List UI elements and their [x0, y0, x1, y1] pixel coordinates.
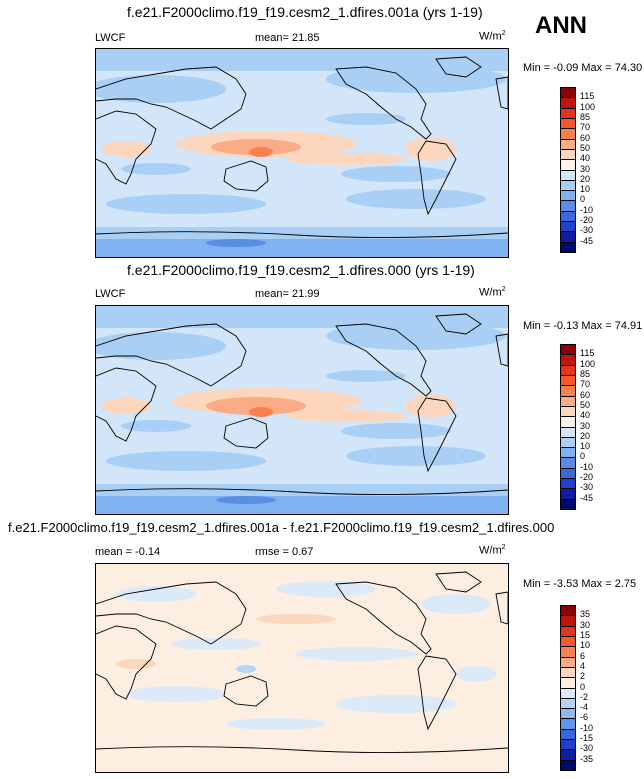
panel-1-title: f.e21.F2000climo.f19_f19.cesm2_1.dfires.…: [127, 4, 483, 20]
colorbar-tick-label: -30: [580, 743, 594, 754]
panel-1-variable-label: LWCF: [95, 32, 126, 44]
colorbar-tick-label: -4: [580, 702, 589, 713]
colorbar-tick-label: 100: [580, 358, 596, 369]
panel-2-units: W/m2: [479, 286, 506, 299]
colorbar-tick-label: 0: [580, 681, 586, 692]
panel-2-map: [95, 305, 509, 515]
colorbar-tick-label: 85: [580, 111, 591, 122]
colorbar-tick-label: 2: [580, 671, 586, 682]
colorbar-tick-label: -30: [580, 482, 594, 493]
colorbar-tick-label: 0: [580, 194, 586, 205]
colorbar-tick-label: -45: [580, 235, 594, 246]
panel-3-colorbar: 35 30 15 10 6 4 2 0 -2 -4 -6 -10 -15 -30 -35: [560, 605, 620, 771]
panel-3-map: [95, 563, 509, 773]
colorbar-tick-label: 115: [580, 91, 595, 102]
panel-2-title: f.e21.F2000climo.f19_f19.cesm2_1.dfires.…: [127, 262, 475, 278]
colorbar-tick-label: -10: [580, 204, 594, 215]
colorbar-tick-label: 30: [580, 619, 591, 630]
colorbar-tick-label: -15: [580, 733, 594, 744]
panel-3-title: f.e21.F2000climo.f19_f19.cesm2_1.dfires.…: [8, 520, 555, 535]
colorbar-tick-label: 4: [580, 660, 586, 671]
panel-2-minmax: Min = -0.13 Max = 74.91: [523, 320, 643, 332]
panel-3-mean-label: mean = -0.14: [95, 546, 161, 558]
colorbar-tick-label: 70: [580, 122, 591, 133]
colorbar-tick-label: 115: [580, 348, 595, 359]
colorbar-tick-label: -20: [580, 215, 594, 226]
colorbar-tick-label: 85: [580, 368, 591, 379]
panel-1-units: W/m2: [479, 30, 506, 43]
colorbar-tick-label: 30: [580, 420, 591, 431]
colorbar-tick-label: -2: [580, 691, 589, 702]
colorbar-tick-label: -6: [580, 712, 589, 723]
panel-2-mean-label: mean= 21.99: [255, 288, 320, 300]
colorbar-tick-label: 50: [580, 399, 591, 410]
panel-3-minmax: Min = -3.53 Max = 2.75: [523, 578, 637, 590]
colorbar-tick-label: 20: [580, 430, 591, 441]
panel-1-mean-label: mean= 21.85: [255, 32, 320, 44]
colorbar-swatch: [560, 759, 576, 771]
colorbar-tick-label: 35: [580, 609, 591, 620]
colorbar-tick-label: 20: [580, 173, 591, 184]
panel-1-map: [95, 48, 509, 258]
season-label: ANN: [535, 12, 587, 39]
colorbar-tick-label: 40: [580, 153, 591, 164]
panel-1-colorbar: 115 100 85 70 60 50 40 30 20 10 0 -10 -20 -30 -45: [560, 87, 620, 253]
panel-2-variable-label: LWCF: [95, 288, 126, 300]
colorbar-tick-label: 30: [580, 163, 591, 174]
colorbar-swatch: [560, 498, 576, 510]
colorbar-tick-label: 6: [580, 650, 586, 661]
colorbar-tick-label: 50: [580, 142, 591, 153]
colorbar-tick-label: -35: [580, 753, 594, 764]
colorbar-tick-label: -10: [580, 461, 594, 472]
colorbar-tick-label: 10: [580, 441, 591, 452]
colorbar-tick-label: 70: [580, 379, 591, 390]
colorbar-tick-label: -20: [580, 472, 594, 483]
colorbar-swatch: [560, 241, 576, 253]
colorbar-tick-label: -10: [580, 722, 594, 733]
colorbar-tick-label: -30: [580, 225, 594, 236]
colorbar-tick-label: 40: [580, 410, 591, 421]
colorbar-tick-label: -45: [580, 492, 594, 503]
colorbar-tick-label: 60: [580, 132, 591, 143]
panel-3-rmse-label: rmse = 0.67: [255, 546, 314, 558]
panel-3-units: W/m2: [479, 544, 506, 557]
colorbar-tick-label: 0: [580, 451, 586, 462]
colorbar-tick-label: 60: [580, 389, 591, 400]
panel-2-colorbar: 115 100 85 70 60 50 40 30 20 10 0 -10 -20 -30 -45: [560, 344, 620, 510]
colorbar-tick-label: 100: [580, 101, 596, 112]
colorbar-tick-label: 10: [580, 640, 591, 651]
colorbar-tick-label: 10: [580, 184, 591, 195]
panel-1-minmax: Min = -0.09 Max = 74.30: [523, 62, 643, 74]
colorbar-tick-label: 15: [580, 629, 591, 640]
